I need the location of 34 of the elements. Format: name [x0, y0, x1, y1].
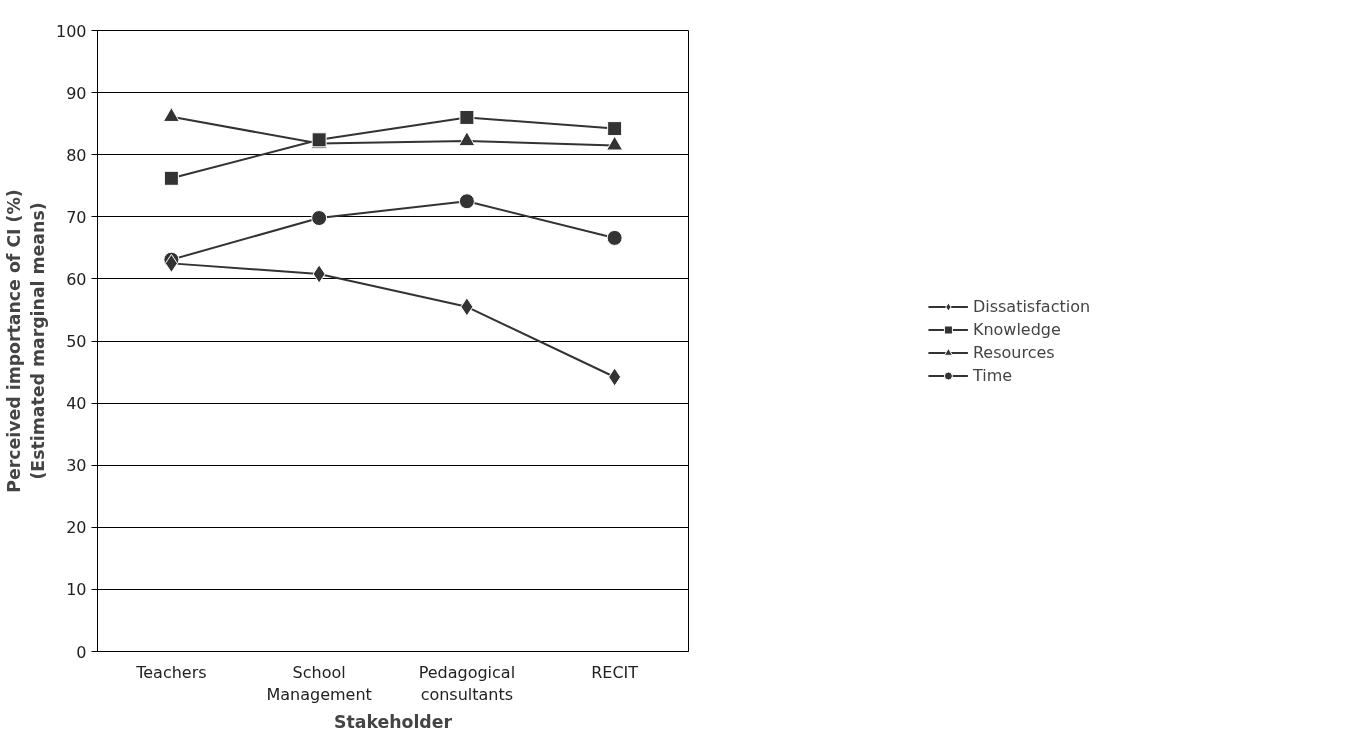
point: [608, 367, 622, 387]
x-tick-label: Teachers: [135, 662, 207, 682]
legend-label: Dissatisfaction: [972, 296, 1091, 316]
point: [607, 121, 623, 137]
point: [459, 109, 475, 125]
y-tick-label: 10: [66, 580, 87, 600]
legend-label: Resources: [972, 342, 1055, 362]
x-tick-label: Pedagogical consultants: [418, 662, 516, 705]
y-tick-label: 100: [55, 21, 87, 41]
y-tick-label: 80: [66, 145, 87, 165]
point: [311, 210, 328, 227]
point: [458, 131, 476, 147]
y-tick-label: 50: [66, 332, 87, 351]
y-tick-label: 30: [66, 456, 87, 476]
point: [606, 229, 623, 246]
y-tick-label: 90: [66, 83, 87, 103]
y-tick-label: 0: [76, 642, 87, 662]
point: [163, 170, 179, 186]
legend-label: Time: [972, 365, 1013, 385]
point: [312, 264, 326, 284]
point: [458, 193, 475, 210]
y-tick-label: 70: [66, 207, 87, 227]
y-axis-title: Perceived importance of CI (%) (Estimated marginal means): [3, 189, 48, 493]
legend-label: Knowledge: [972, 319, 1061, 339]
point: [164, 253, 178, 273]
x-axis-title: Stakeholder: [333, 712, 453, 733]
x-tick-label: School Management: [266, 662, 372, 705]
y-tick-label: 20: [66, 518, 87, 538]
point: [162, 107, 180, 122]
y-tick-label: 40: [66, 394, 87, 414]
point: [460, 297, 474, 317]
point: [606, 135, 624, 151]
x-tick-label: RECIT: [591, 662, 639, 682]
y-tick-label: 60: [66, 269, 87, 289]
